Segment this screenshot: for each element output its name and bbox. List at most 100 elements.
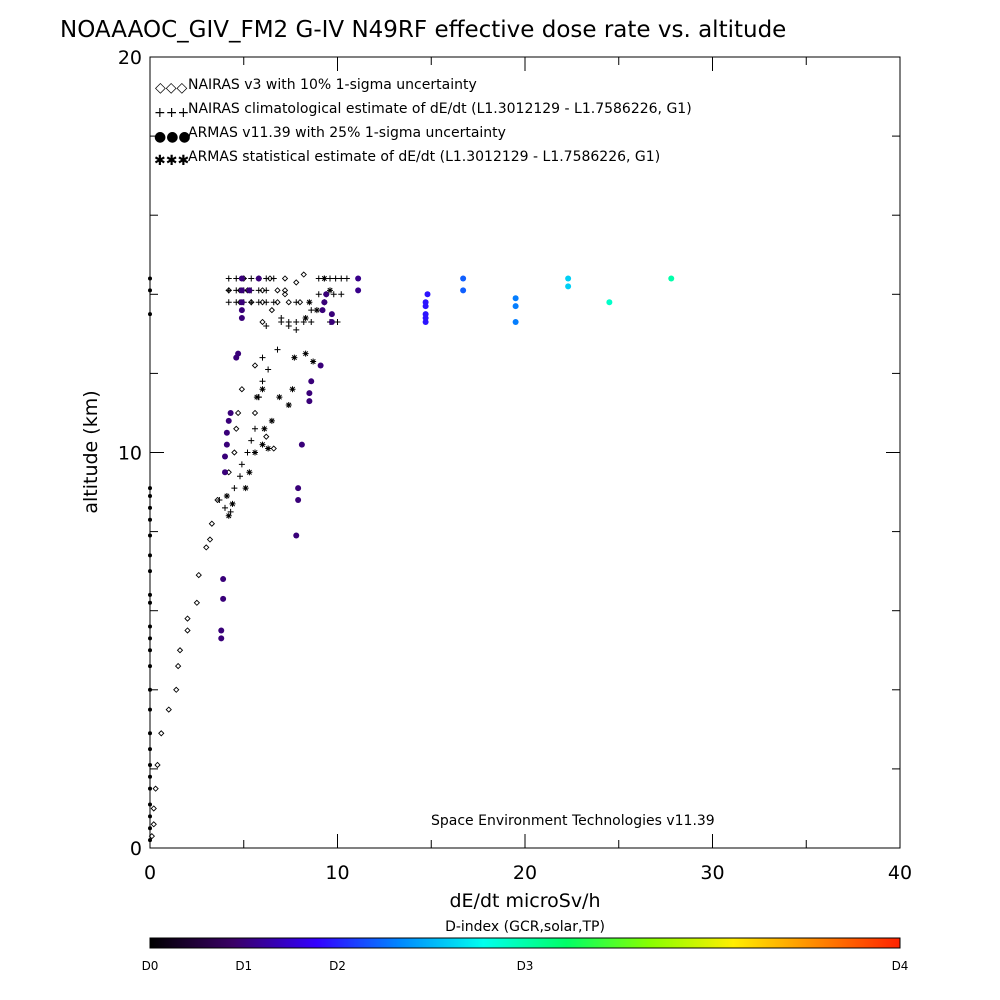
armas-stat-point	[225, 512, 232, 519]
legend-label-nairas-clim: NAIRAS climatological estimate of dE/dt …	[188, 101, 692, 117]
armas-point	[328, 318, 335, 325]
nairas-v3-point	[281, 291, 289, 298]
nairas-clim-point	[315, 275, 322, 282]
nairas-v3-point	[234, 409, 242, 417]
armas-stat-point	[246, 469, 253, 476]
nairas-clim-point	[330, 291, 337, 298]
armas-stat-point	[252, 449, 258, 456]
armas-point	[238, 275, 245, 282]
zero-dose-point	[148, 687, 152, 692]
nairas-clim-point	[263, 322, 270, 329]
axis-tick-labels: 0 10 20 30 40 0 10 20	[118, 47, 912, 884]
nairas-v3-point	[184, 615, 191, 622]
x-tick-label: 0	[144, 862, 156, 884]
nairas-clim-point	[238, 461, 245, 468]
x-tick-label: 10	[325, 862, 349, 884]
nairas-clim-point	[278, 318, 285, 325]
nairas-clim-point	[308, 318, 315, 325]
colorbar-label: D4	[892, 959, 909, 973]
nairas-v3-point	[281, 287, 289, 294]
nairas-clim-point	[327, 275, 333, 282]
legend-symbol-nairas-v3: ◇◇◇	[155, 80, 188, 96]
zero-dose-point	[148, 312, 152, 317]
nairas-clim-point	[343, 275, 350, 282]
nairas-clim-point	[263, 275, 270, 282]
armas-stat-point	[327, 287, 333, 294]
armas-point	[460, 275, 467, 282]
nairas-v3-point	[266, 275, 274, 282]
armas-point	[512, 303, 519, 310]
zero-dose-point	[148, 533, 152, 538]
y-axis-label: altitude (km)	[80, 390, 102, 513]
nairas-clim-point	[265, 366, 272, 373]
nairas-v3-point	[238, 386, 246, 393]
nairas-clim-point	[263, 299, 270, 306]
armas-point	[424, 291, 431, 298]
armas-point	[218, 635, 225, 642]
armas-point	[227, 409, 234, 416]
armas-point	[223, 429, 230, 436]
armas-point	[238, 299, 245, 306]
armas-point	[220, 576, 227, 583]
nairas-clim-point	[263, 287, 270, 294]
armas-point	[512, 318, 519, 325]
armas-point	[355, 287, 362, 294]
nairas-clim-point	[293, 299, 300, 306]
nairas-v3-point	[184, 627, 191, 634]
nairas-v3-point	[158, 730, 165, 737]
nairas-clim-point	[225, 287, 232, 294]
armas-point	[223, 441, 230, 448]
armas-point	[295, 496, 302, 503]
zero-dose-point	[148, 494, 152, 499]
zero-dose-point	[148, 814, 152, 819]
nairas-clim-point	[255, 287, 262, 294]
y-tick-label: 0	[130, 838, 142, 860]
zero-dose-point	[148, 774, 152, 779]
nairas-clim-point	[308, 307, 315, 314]
nairas-v3-point	[281, 275, 289, 282]
zero-dose-point	[148, 636, 152, 641]
nairas-v3-point	[174, 662, 182, 670]
nairas-v3-point	[259, 287, 266, 294]
armas-stat-point	[259, 386, 266, 393]
nairas-v3-point	[195, 571, 202, 579]
nairas-v3-point	[208, 520, 216, 527]
nairas-clim-point	[334, 318, 341, 325]
nairas-v3-point	[203, 544, 210, 551]
nairas-v3-point	[233, 425, 240, 432]
legend-symbol-armas-stat: ✱✱✱	[154, 153, 189, 169]
armas-point	[319, 307, 326, 314]
credit-text: Space Environment Technologies v11.39	[431, 813, 715, 829]
armas-stat-point	[306, 299, 313, 306]
nairas-v3-point	[154, 761, 161, 769]
nairas-clim-point	[222, 504, 228, 511]
zero-dose-point	[148, 517, 152, 522]
nairas-v3-point	[165, 706, 172, 713]
armas-point	[293, 532, 300, 539]
armas-stat-point	[310, 358, 317, 365]
armas-stat-point	[291, 354, 298, 361]
nairas-v3-point	[259, 299, 266, 306]
nairas-clim-point	[231, 485, 238, 492]
armas-point	[565, 275, 572, 282]
nairas-clim-point	[233, 287, 240, 294]
armas-stat-point	[321, 275, 328, 282]
nairas-clim-point	[248, 437, 255, 444]
zero-dose-point	[148, 486, 152, 491]
zero-dose-point	[148, 826, 152, 831]
armas-point	[328, 311, 335, 318]
armas-point	[606, 299, 613, 306]
chart-title: NOAAAOC_GIV_FM2 G-IV N49RF effective dos…	[60, 17, 786, 43]
nairas-clim-point	[285, 318, 292, 325]
zero-dose-point	[148, 664, 152, 669]
armas-stat-point	[223, 493, 230, 500]
nairas-v3-point	[231, 449, 238, 456]
axis-ticks	[149, 56, 901, 849]
armas-point	[321, 299, 328, 306]
colorbar	[149, 937, 901, 949]
armas-stat-point	[242, 485, 249, 492]
nairas-v3-point	[263, 433, 270, 440]
zero-dose-point	[148, 747, 152, 752]
y-tick-label: 20	[118, 47, 142, 69]
zero-dose-point	[148, 786, 152, 791]
